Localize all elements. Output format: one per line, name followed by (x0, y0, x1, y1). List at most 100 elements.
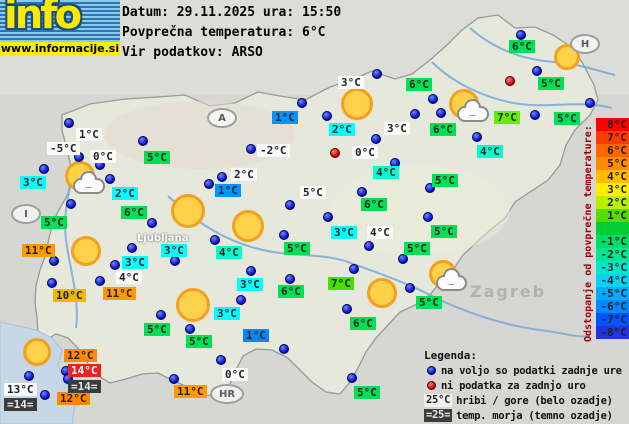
station-dot-blue (246, 144, 256, 154)
temp-label: 5°C (432, 174, 458, 187)
legend-item-no-data: ni podatka za zadnjo uro (424, 378, 622, 393)
temp-label: 3°C (161, 244, 187, 257)
station-dot-blue (279, 230, 289, 240)
temp-label: 7°C (494, 111, 520, 124)
legend-item-fresh-data: na voljo so podatki zadnje ure (424, 363, 622, 378)
legend-item-label: hribi / gore (belo ozadje) (456, 394, 613, 407)
station-dot-blue (64, 118, 74, 128)
sun-icon (71, 236, 101, 266)
temp-label: 1°C (76, 128, 102, 141)
colorbar-step: -2°C (596, 248, 629, 261)
sun-icon (367, 278, 397, 308)
station-dot-blue (423, 212, 433, 222)
temp-label: 13°C (4, 383, 37, 396)
sun-icon (176, 288, 210, 322)
station-dot-blue (216, 355, 226, 365)
temp-label: 4°C (216, 246, 242, 259)
sun-icon (341, 88, 373, 120)
temp-label: 1°C (215, 184, 241, 197)
station-dot-blue (372, 69, 382, 79)
temp-label: 6°C (361, 198, 387, 211)
station-dot-blue (472, 132, 482, 142)
red-dot-icon (427, 381, 436, 390)
temp-label: 3°C (20, 176, 46, 189)
road-sign-hr: HR (210, 384, 244, 404)
station-dot-blue (398, 254, 408, 264)
station-dot-blue (127, 243, 137, 253)
road-sign-h: H (570, 34, 600, 54)
legend-item-label: temp. morja (temno ozadje) (456, 409, 613, 422)
station-dot-blue (49, 256, 59, 266)
station-dot-blue (323, 212, 333, 222)
temp-label: 5°C (144, 151, 170, 164)
colorbar-step: 2°C (596, 196, 629, 209)
temp-label: =14= (4, 398, 37, 411)
sun-glyph (71, 236, 101, 266)
station-dot-blue (342, 304, 352, 314)
station-dot-blue (279, 344, 289, 354)
road-sign-i: I (11, 204, 41, 224)
colorbar-step: -8°C (596, 326, 629, 339)
temp-label: 10°C (53, 289, 86, 302)
station-dot-blue (297, 98, 307, 108)
temp-label: 5°C (554, 112, 580, 125)
station-dot-blue (347, 373, 357, 383)
temp-label: 4°C (477, 145, 503, 158)
station-dot-blue (285, 200, 295, 210)
temp-label: 5°C (416, 296, 442, 309)
legend-item-label: na voljo so podatki zadnje ure (441, 364, 622, 377)
temp-label: 3°C (214, 307, 240, 320)
city-label: Ljubljana (137, 233, 189, 244)
temp-label: 4°C (367, 226, 393, 239)
sun-icon (232, 210, 264, 242)
legend-item-mountains: 25°C hribi / gore (belo ozadje) (424, 393, 622, 408)
temp-label: 3°C (384, 122, 410, 135)
station-dot-blue (246, 266, 256, 276)
station-dot-blue (169, 374, 179, 384)
temp-label: -5°C (47, 142, 80, 155)
station-dot-blue (210, 235, 220, 245)
temp-label: 3°C (331, 226, 357, 239)
temp-label: 12°C (64, 349, 97, 362)
cloud-glyph (72, 170, 105, 194)
temp-label: 6°C (406, 78, 432, 91)
colorbar-step: -4°C (596, 274, 629, 287)
header-date-line: Datum: 29.11.2025 ura: 15:50 (122, 5, 342, 20)
map-header: Datum: 29.11.2025 ura: 15:50 Povprečna t… (122, 3, 341, 63)
legend-item-label: ni podatka za zadnjo uro (441, 379, 586, 392)
temp-label: 0°C (90, 150, 116, 163)
sun-glyph (232, 210, 264, 242)
station-dot-blue (110, 260, 120, 270)
station-dot-blue (66, 199, 76, 209)
colorbar-step: 5°C (596, 157, 629, 170)
temp-label: 14°C (68, 364, 101, 377)
website-url[interactable]: www.informacije.si (0, 42, 120, 56)
temp-label: 2°C (231, 168, 257, 181)
sun-glyph (176, 288, 210, 322)
legend: Legenda: na voljo so podatki zadnje ure … (424, 349, 622, 423)
temp-label: 0°C (352, 146, 378, 159)
station-dot-blue (349, 264, 359, 274)
temp-label: 1°C (243, 329, 269, 342)
cloud-glyph (456, 98, 489, 122)
temp-label: 12°C (57, 392, 90, 405)
temp-label: 5°C (404, 242, 430, 255)
header-avg-temp-line: Povprečna temperatura: 6°C (122, 25, 326, 40)
station-dot-red (330, 148, 340, 158)
station-dot-blue (47, 278, 57, 288)
temp-label: 7°C (328, 277, 354, 290)
temp-label: 3°C (237, 278, 263, 291)
colorbar-step: 8°C (596, 118, 629, 131)
colorbar-step: -5°C (596, 287, 629, 300)
colorbar-step: 4°C (596, 170, 629, 183)
sun-glyph (341, 88, 373, 120)
station-dot-blue (425, 183, 435, 193)
temp-label: 1°C (272, 111, 298, 124)
station-dot-blue (147, 218, 157, 228)
info-logo[interactable]: info (0, 0, 120, 42)
station-dot-blue (516, 30, 526, 40)
colorbar-step: -6°C (596, 300, 629, 313)
station-dot-blue (105, 174, 115, 184)
